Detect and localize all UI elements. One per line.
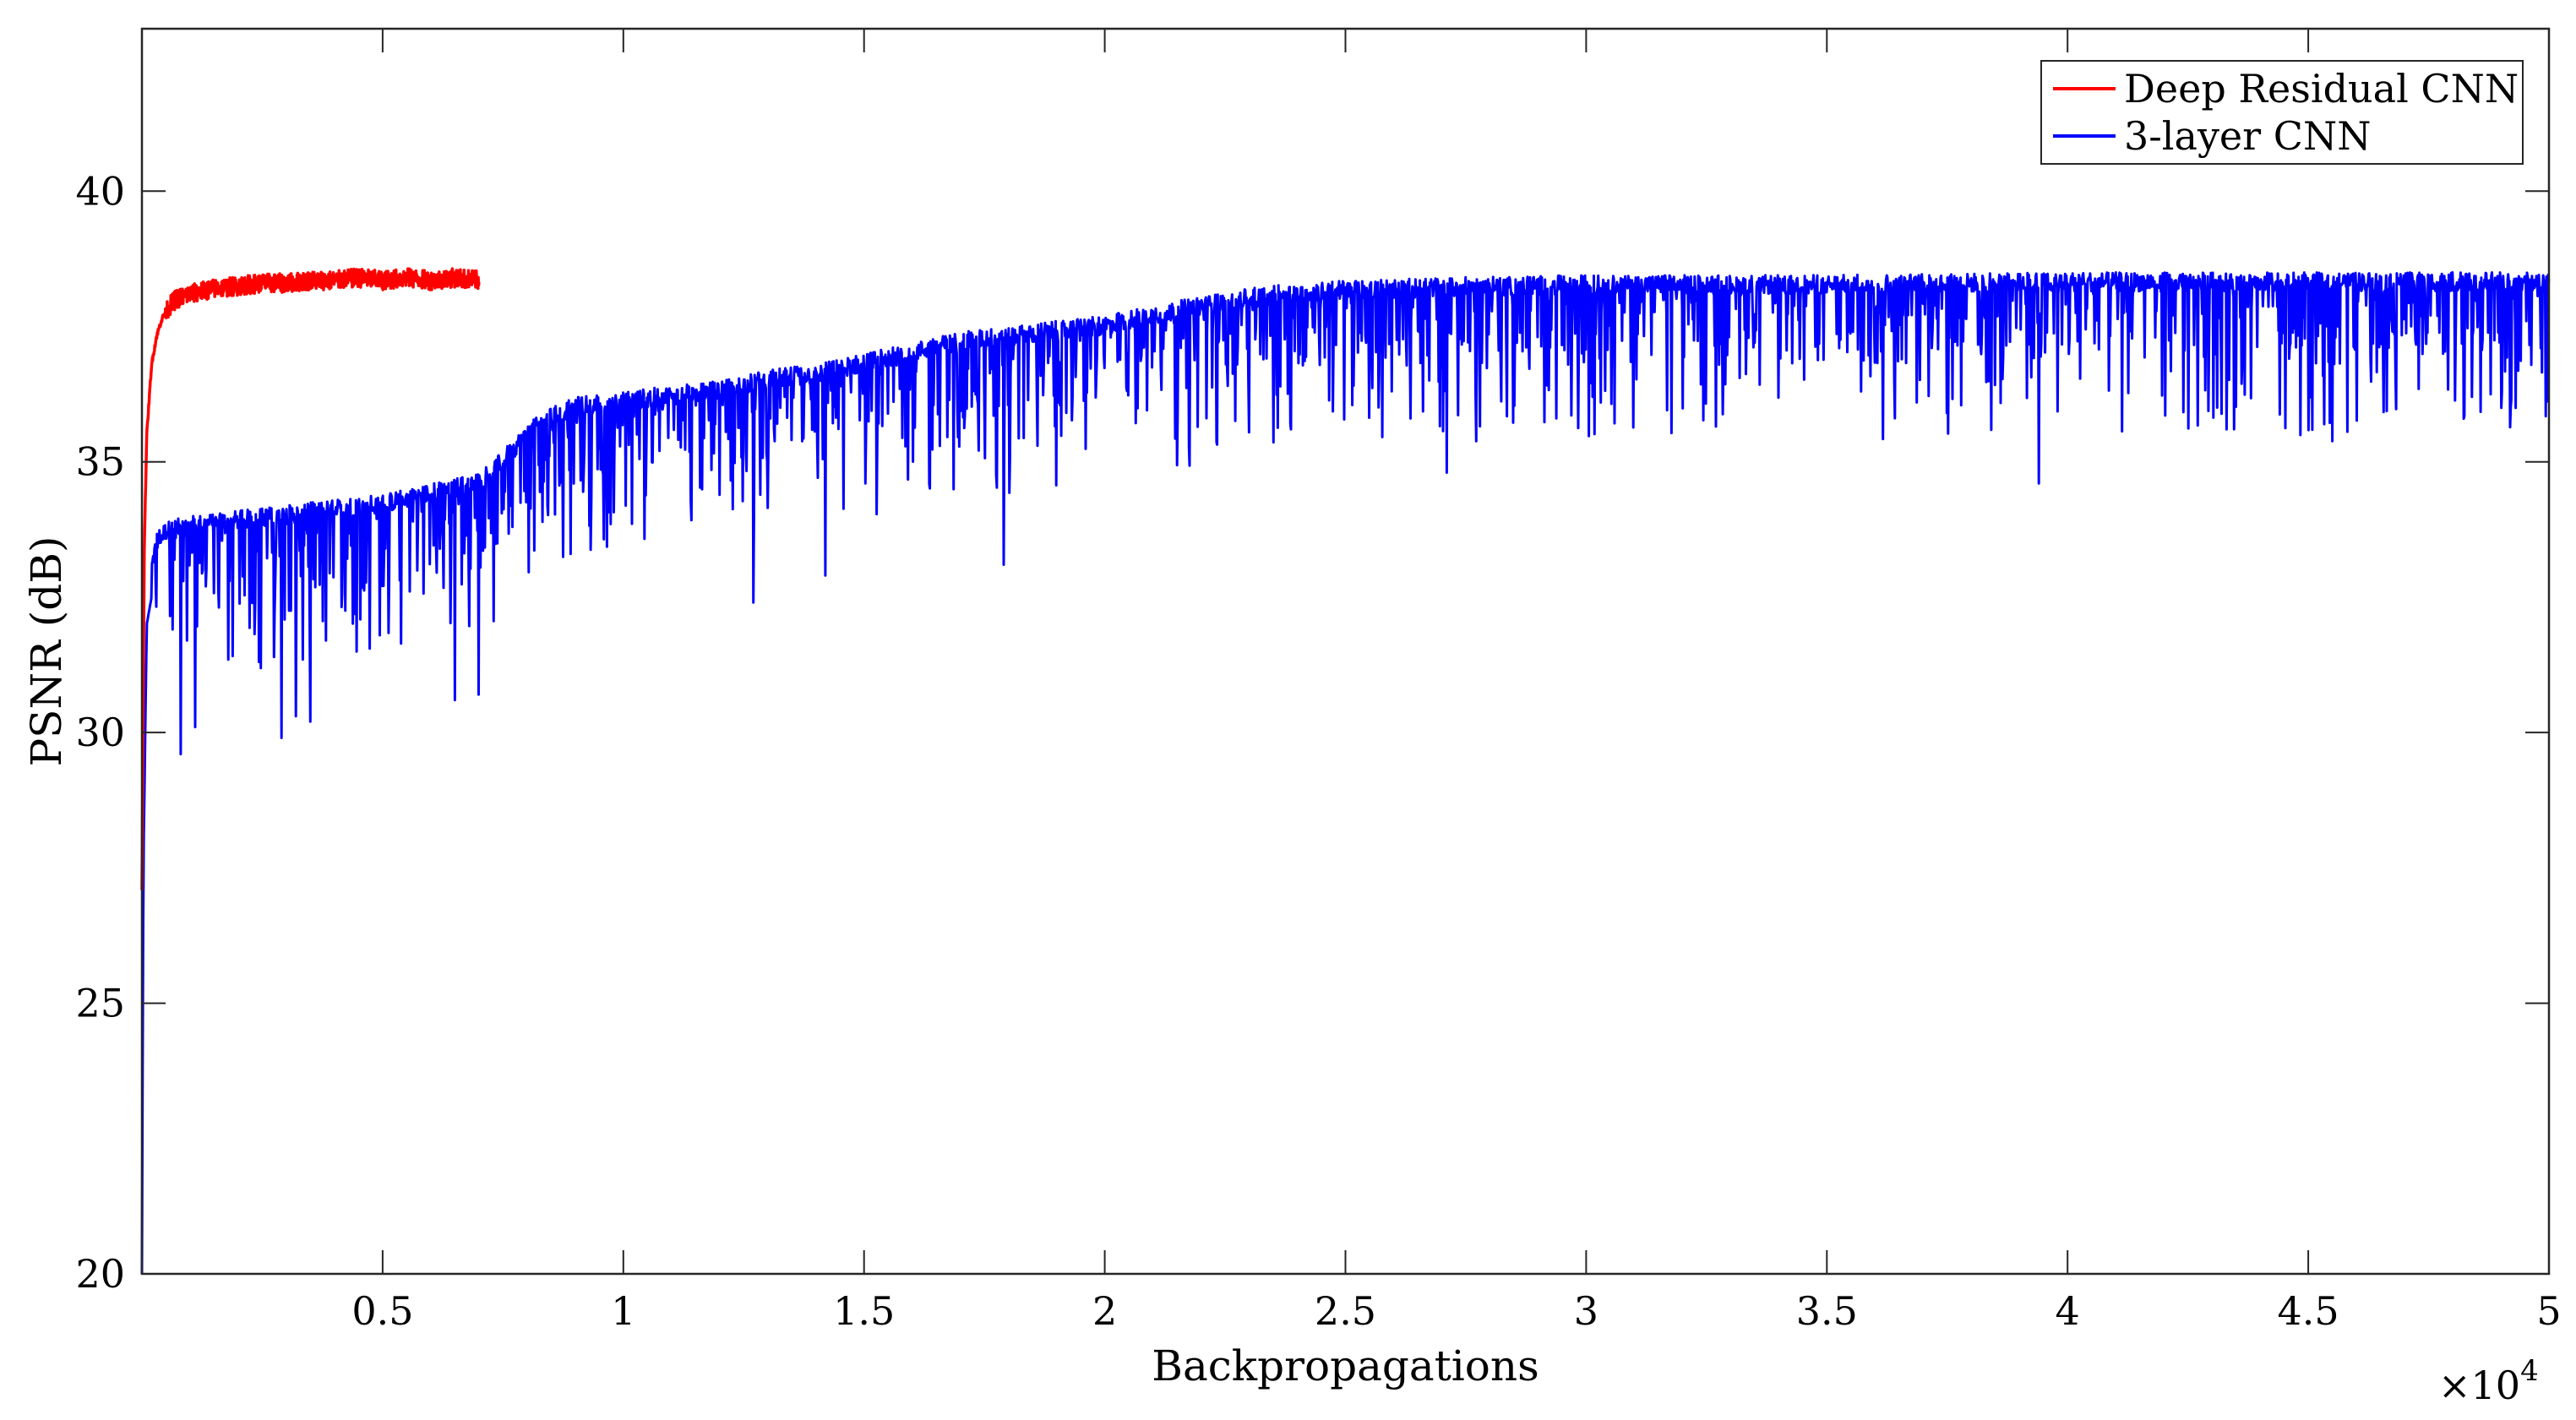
ticks-layer: 0.5 1 1.5 2 2.5 3 3.5 4 4.5 5 20 25 30 35 40 [75,29,2562,1334]
x-tick-label: 0.5 [351,1288,413,1334]
x-tick-label: 3 [1574,1288,1598,1334]
x-tick-label: 4 [2056,1288,2080,1334]
x-tick-label: 1.5 [833,1288,895,1334]
legend-label-deep-residual-cnn: Deep Residual CNN [2124,66,2519,112]
x-tick-label: 1 [611,1288,635,1334]
y-tick-label: 35 [75,439,125,485]
x-tick-label: 2.5 [1315,1288,1376,1334]
x-axis-multiplier: ×104 [2438,1354,2539,1408]
x-tick-label: 5 [2536,1288,2561,1334]
x-tick-label: 3.5 [1796,1288,1858,1334]
x-axis-label: Backpropagations [1152,1341,1539,1390]
series-line-deep-residual-cnn [140,267,481,890]
y-tick-label: 25 [75,981,125,1026]
legend-box [2040,60,2524,165]
x-tick-label: 2 [1092,1288,1117,1334]
legend-label-3-layer-cnn: 3-layer CNN [2124,113,2371,159]
y-axis-label: PSNR (dB) [22,536,71,767]
x-multiplier-base: ×10 [2438,1363,2520,1408]
y-tick-label: 20 [75,1251,125,1297]
y-tick-label: 30 [75,710,125,755]
y-tick-label: 40 [75,168,125,214]
series-line-3-layer-cnn [140,271,2551,1275]
series-layer [140,267,2551,1275]
x-tick-label: 4.5 [2278,1288,2339,1334]
x-multiplier-exponent: 4 [2520,1354,2539,1388]
legend: Deep Residual CNN 3-layer CNN [2040,60,2524,165]
